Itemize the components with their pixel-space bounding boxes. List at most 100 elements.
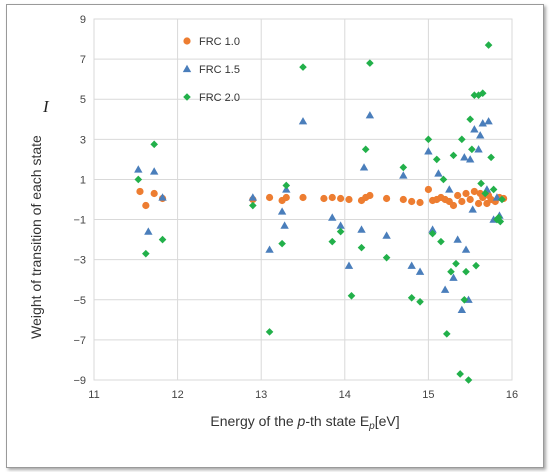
data-point	[407, 293, 416, 302]
data-point	[144, 227, 153, 235]
data-point	[442, 330, 451, 338]
data-point	[328, 193, 336, 202]
data-point	[337, 194, 345, 203]
y-tick-labels: 9 7 5 3 1 −1 −3 −5 −7 −9	[73, 14, 86, 387]
data-point	[158, 235, 167, 244]
x-tick-label: 11	[88, 389, 99, 401]
legend-label: FRC 1.0	[199, 36, 240, 48]
data-point	[449, 151, 458, 160]
data-point	[481, 189, 490, 198]
y-tick-label: −1	[73, 215, 86, 227]
data-point	[496, 217, 505, 226]
series-layer	[134, 41, 508, 384]
data-point	[366, 191, 374, 200]
y-tick-label: −9	[73, 375, 86, 387]
data-point	[328, 213, 337, 221]
y-tick-label: 3	[80, 134, 86, 146]
y-tick-label: 5	[80, 94, 86, 106]
data-point	[428, 225, 437, 233]
series-frc-2_0	[134, 41, 506, 384]
data-point	[336, 227, 345, 236]
data-point	[399, 163, 408, 172]
data-point	[134, 175, 143, 184]
data-point	[470, 187, 478, 196]
data-point	[399, 195, 407, 204]
legend-marker	[183, 37, 191, 45]
data-point	[278, 239, 286, 248]
data-point	[472, 261, 480, 270]
x-tick-label: 15	[422, 389, 434, 401]
data-point	[336, 221, 345, 229]
data-point	[142, 249, 150, 258]
x-tick-label: 13	[255, 389, 267, 401]
annotation-label: I	[42, 97, 50, 116]
data-point	[265, 193, 274, 202]
data-point	[440, 285, 450, 293]
data-point	[462, 189, 470, 198]
data-point	[383, 194, 391, 203]
data-point	[365, 111, 375, 119]
data-point	[498, 195, 506, 204]
y-tick-label: 9	[80, 14, 86, 26]
data-point	[452, 259, 460, 268]
data-point	[134, 165, 143, 173]
data-point	[454, 191, 462, 200]
data-point	[408, 197, 416, 206]
data-point	[477, 179, 485, 188]
data-point	[382, 231, 391, 239]
data-point	[142, 201, 150, 210]
data-point	[347, 291, 356, 300]
data-point	[458, 197, 466, 206]
data-point	[428, 229, 437, 238]
y-tick-label: −7	[73, 335, 86, 347]
data-point	[449, 201, 458, 210]
legend: FRC 1.0 FRC 1.5 FRC 2.0	[182, 36, 240, 104]
data-point	[265, 328, 274, 336]
data-point	[466, 115, 474, 124]
legend-label: FRC 2.0	[199, 92, 240, 104]
data-point	[456, 370, 464, 378]
data-point	[458, 135, 466, 144]
data-point	[366, 59, 374, 67]
data-point	[468, 205, 477, 213]
data-point	[407, 261, 416, 269]
data-point	[470, 91, 479, 100]
data-point	[416, 198, 424, 207]
data-point	[460, 295, 469, 304]
data-point	[424, 147, 433, 155]
grid-layer	[93, 18, 513, 381]
data-point	[382, 253, 391, 262]
data-point	[265, 245, 274, 253]
data-point	[439, 175, 448, 184]
data-point	[136, 187, 144, 196]
plot-area	[93, 18, 513, 381]
data-point	[424, 135, 433, 144]
data-point	[415, 267, 425, 275]
data-point	[298, 117, 308, 125]
data-point	[445, 185, 454, 193]
y-tick-label: −3	[73, 255, 86, 267]
data-point	[474, 145, 483, 153]
data-point	[249, 201, 257, 210]
data-point	[468, 145, 476, 154]
y-tick-label: −5	[73, 295, 86, 307]
data-point	[399, 171, 408, 179]
data-point	[449, 273, 458, 281]
x-tick-label: 14	[339, 389, 351, 401]
x-tick-label: 16	[506, 389, 518, 401]
data-point	[277, 207, 287, 215]
data-point	[357, 243, 366, 252]
series-frc-1_5	[134, 111, 504, 313]
data-point	[158, 193, 167, 201]
data-point	[416, 297, 424, 306]
data-point	[432, 155, 441, 164]
data-point	[149, 167, 159, 175]
data-point	[478, 89, 487, 98]
data-point	[487, 153, 495, 162]
data-point	[484, 117, 493, 125]
series-frc-1_0	[136, 185, 508, 210]
data-point	[474, 199, 483, 208]
data-point	[299, 193, 307, 202]
chart-frame: 11 12 13 14 15 16 9 7 5 3 1 −1 −3 −5 −7 −9 FRC 1.0 FRC …	[6, 4, 544, 468]
